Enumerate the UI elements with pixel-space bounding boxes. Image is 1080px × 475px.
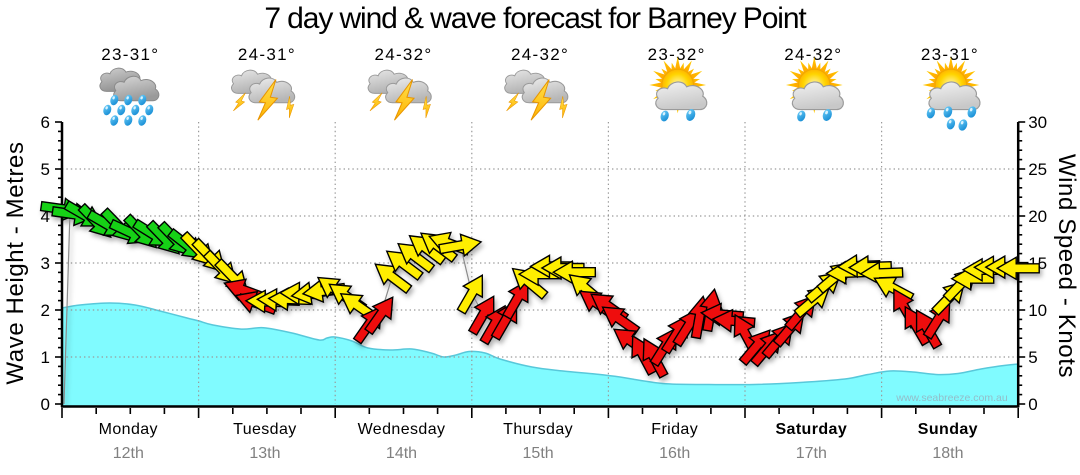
svg-text:24-32°: 24-32° <box>784 45 842 64</box>
svg-text:30: 30 <box>1028 113 1047 132</box>
svg-text:13th: 13th <box>249 445 280 462</box>
svg-text:16th: 16th <box>659 445 690 462</box>
svg-text:7 day wind & wave forecast for: 7 day wind & wave forecast for Barney Po… <box>264 2 807 35</box>
svg-text:www.seabreeze.com.au: www.seabreeze.com.au <box>895 392 1008 404</box>
svg-text:3: 3 <box>41 254 50 273</box>
svg-text:18th: 18th <box>932 445 963 462</box>
svg-text:Wave Height - Metres: Wave Height - Metres <box>2 141 29 384</box>
svg-text:20: 20 <box>1028 207 1047 226</box>
svg-text:Friday: Friday <box>651 421 698 438</box>
svg-text:4: 4 <box>41 207 50 226</box>
svg-text:23-31°: 23-31° <box>101 45 159 64</box>
svg-text:17th: 17th <box>796 445 827 462</box>
svg-text:Sunday: Sunday <box>918 421 978 438</box>
svg-text:15th: 15th <box>523 445 554 462</box>
svg-text:0: 0 <box>41 395 50 414</box>
svg-text:Wednesday: Wednesday <box>358 421 446 438</box>
svg-text:25: 25 <box>1028 160 1047 179</box>
svg-text:0: 0 <box>1028 395 1037 414</box>
svg-text:24-31°: 24-31° <box>238 45 296 64</box>
svg-text:24-32°: 24-32° <box>374 45 432 64</box>
svg-text:Saturday: Saturday <box>775 421 847 438</box>
svg-text:23-32°: 23-32° <box>648 45 706 64</box>
svg-text:5: 5 <box>1028 348 1037 367</box>
svg-text:14th: 14th <box>386 445 417 462</box>
svg-text:Tuesday: Tuesday <box>233 421 297 438</box>
svg-text:10: 10 <box>1028 301 1047 320</box>
svg-text:1: 1 <box>41 348 50 367</box>
svg-text:6: 6 <box>41 113 50 132</box>
svg-text:12th: 12th <box>113 445 144 462</box>
svg-text:2: 2 <box>41 301 50 320</box>
svg-text:Thursday: Thursday <box>503 421 573 438</box>
svg-text:23-31°: 23-31° <box>921 45 979 64</box>
svg-text:5: 5 <box>41 160 50 179</box>
svg-text:24-32°: 24-32° <box>511 45 569 64</box>
svg-text:Monday: Monday <box>99 421 158 438</box>
svg-text:Wind Speed - Knots: Wind Speed - Knots <box>1053 154 1080 378</box>
